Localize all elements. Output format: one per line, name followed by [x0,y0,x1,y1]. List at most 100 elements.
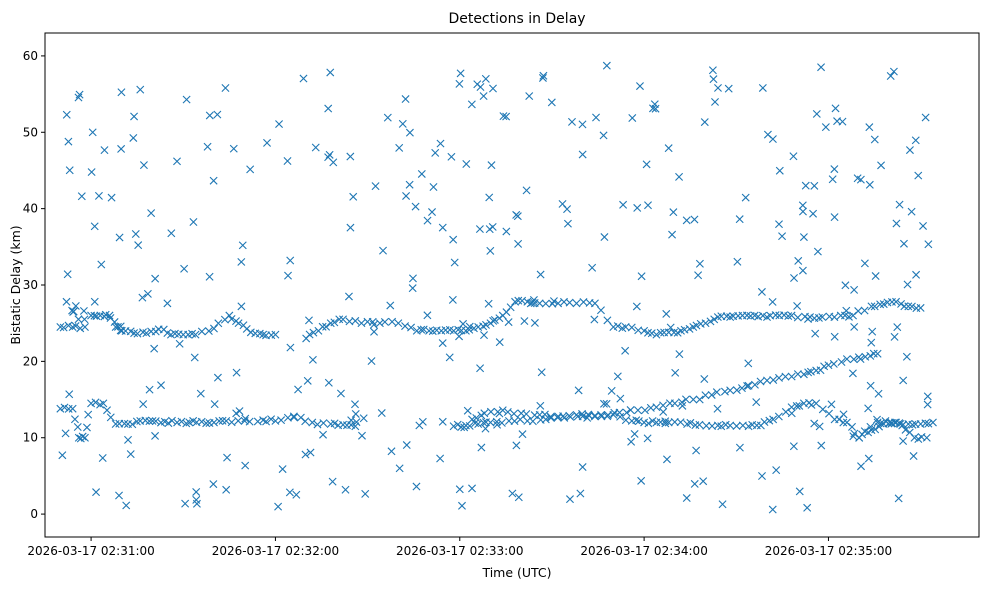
detection-marker [105,311,114,320]
detection-marker [88,128,97,137]
detection-marker [180,264,189,273]
detection-marker [774,373,783,382]
detection-marker [724,84,733,93]
detection-marker [204,327,213,336]
detection-marker [351,316,360,325]
detection-marker [322,322,331,331]
detection-marker [682,494,691,503]
detection-marker [848,369,857,378]
detection-marker [278,465,287,474]
detection-marker [864,428,873,437]
detection-marker [423,311,432,320]
detection-marker [829,359,838,368]
detection-marker [132,417,141,426]
detection-marker [616,412,625,421]
detection-marker [305,330,314,339]
detection-marker [324,378,333,387]
detection-marker [311,143,320,152]
detection-marker [695,420,704,429]
detection-marker [429,183,438,191]
detection-marker [830,332,839,341]
detection-marker [536,401,545,410]
detection-marker [100,146,109,155]
detection-marker [596,306,605,315]
detection-marker [735,215,744,224]
detection-marker [652,403,661,412]
detection-marker [905,146,914,155]
detection-marker [744,359,753,368]
detection-marker [514,296,523,305]
detection-marker [632,416,641,425]
detection-marker [197,327,206,336]
detection-marker [890,332,899,341]
detection-marker [692,446,701,455]
detection-marker [90,297,99,306]
detection-marker [229,144,238,153]
detection-marker [817,441,826,450]
detection-marker [602,61,611,70]
y-axis-label: Bistatic Delay (km) [8,225,23,344]
detection-marker [394,319,403,328]
detection-marker [361,489,370,498]
detection-marker [522,186,531,195]
detection-marker [68,404,77,413]
detection-marker [907,302,916,311]
detection-marker [308,418,317,427]
detection-marker [232,368,241,377]
detection-marker [642,160,651,169]
detection-marker [817,63,826,72]
detection-marker [286,256,295,265]
detection-marker [351,409,360,418]
detection-marker [633,406,642,415]
detection-marker [842,306,851,315]
detection-marker [769,415,778,424]
detection-marker [143,289,152,298]
detection-marker [613,322,622,331]
detection-marker [77,192,86,201]
detection-marker [182,95,191,104]
detection-marker [622,408,631,417]
detection-marker [718,500,727,509]
chart-title: Detections in Delay [448,11,585,27]
detection-marker [351,400,359,409]
detection-marker [196,389,205,398]
detection-marker [864,454,873,463]
detection-marker [476,364,485,373]
detection-marker [468,415,477,424]
detection-marker [75,90,84,99]
detection-marker [518,430,527,439]
detection-marker [619,200,628,209]
detection-marker [537,368,546,377]
y-tick-label: 50 [23,125,38,139]
detection-marker [520,317,529,326]
detection-marker [692,321,701,330]
detection-marker [115,233,124,242]
detection-marker [78,432,87,441]
detection-marker [449,422,458,431]
detection-marker [401,322,410,331]
detection-marker [712,388,721,397]
detection-marker [848,422,857,431]
detection-marker [793,370,802,379]
detection-marker [781,372,790,381]
detection-marker [357,319,366,328]
detection-marker [209,324,218,333]
detection-marker [713,404,722,413]
detection-marker [599,399,608,408]
detection-marker [637,272,646,281]
detection-marker [815,422,824,431]
detection-marker [758,472,766,481]
detection-marker [457,501,466,510]
detection-marker [735,443,744,452]
detection-marker [70,415,79,424]
detection-marker [795,401,804,410]
detection-marker [267,415,276,424]
detection-marker [627,323,636,332]
detection-marker [487,161,496,170]
detection-marker [508,489,517,498]
detection-marker [213,110,222,119]
detection-marker [425,326,434,335]
detection-marker [924,419,933,428]
detection-marker [793,313,802,322]
